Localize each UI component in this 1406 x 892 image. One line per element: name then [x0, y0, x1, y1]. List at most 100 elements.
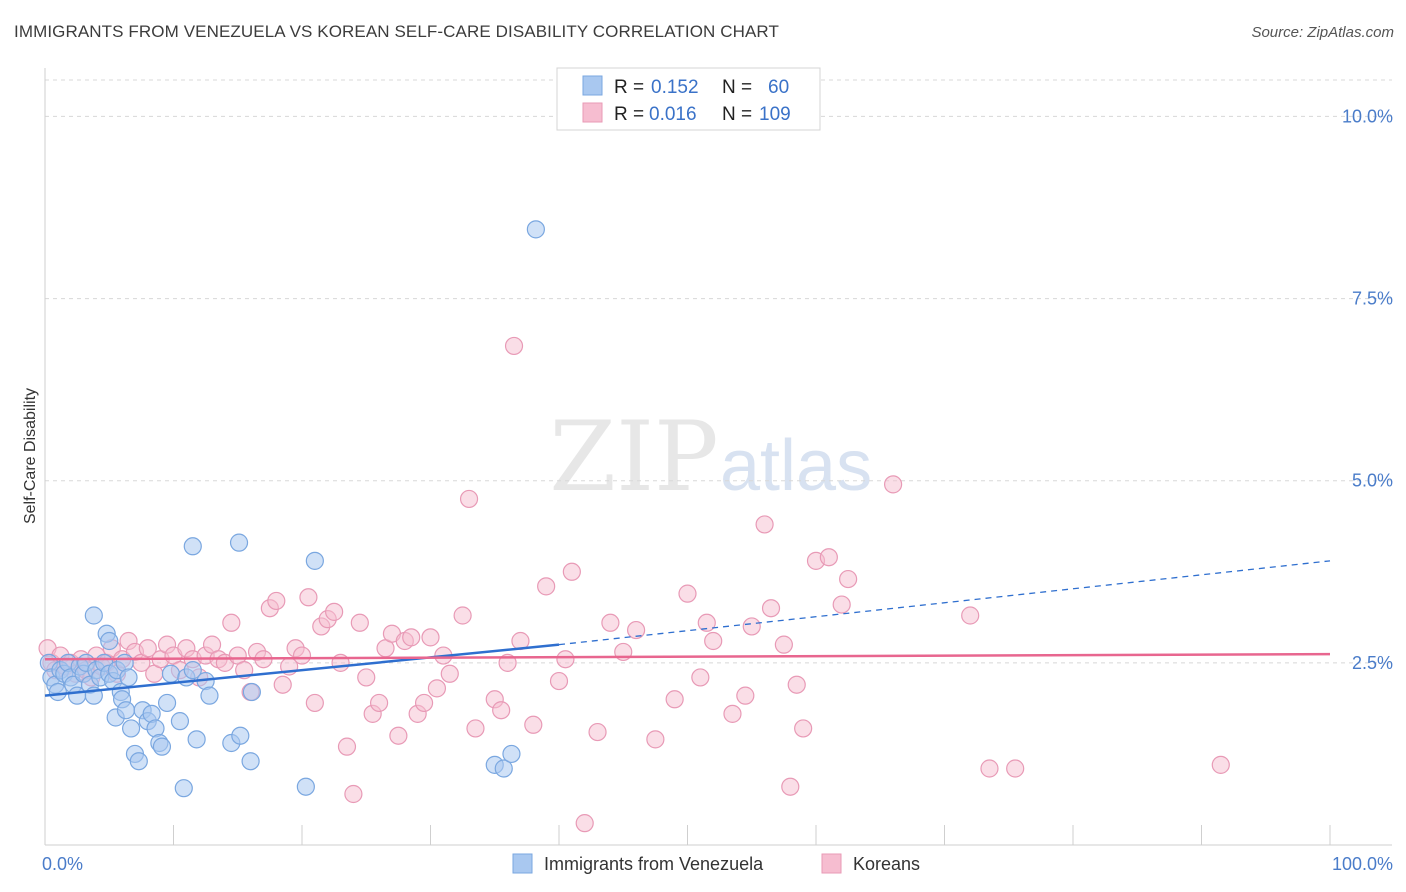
korean-point — [389, 726, 408, 745]
venezuela-point — [121, 719, 141, 738]
korean-point — [414, 693, 434, 713]
venezuela-point — [187, 730, 206, 749]
legend-n-value-1: 60 — [768, 77, 789, 98]
bottom-legend-label-venezuela: Immigrants from Venezuela — [544, 854, 764, 874]
watermark-atlas: atlas — [720, 426, 872, 506]
venezuela-point — [200, 686, 219, 705]
venezuela-point — [231, 726, 250, 745]
korean-point — [794, 719, 813, 738]
x-tick-label-max: 100.0% — [1332, 854, 1393, 874]
bottom-legend: Immigrants from Venezuela Koreans — [512, 853, 920, 874]
korean-point — [755, 515, 774, 534]
korean-point — [819, 548, 838, 567]
korean-point — [961, 606, 980, 625]
korean-point — [691, 668, 710, 687]
korean-point — [427, 679, 447, 698]
y-tick-label: 7.5% — [1352, 289, 1393, 309]
korean-point — [774, 635, 793, 654]
korean-point — [626, 620, 646, 640]
korean-point — [697, 613, 716, 632]
korean-point — [138, 639, 157, 658]
legend-r-label-1: R = — [614, 77, 644, 98]
legend-r-value-1: 0.152 — [651, 77, 699, 98]
korean-point — [678, 584, 697, 603]
korean-point — [370, 693, 389, 713]
y-axis-label: Self-Care Disability — [22, 388, 39, 524]
venezuela-point — [129, 752, 148, 771]
y-tick-label: 2.5% — [1352, 653, 1393, 673]
venezuela-point — [116, 701, 136, 720]
venezuela-point — [183, 537, 202, 556]
venezuela-point — [119, 668, 138, 687]
venezuela-point — [183, 661, 202, 680]
venezuela-point — [305, 551, 324, 570]
korean-point — [357, 668, 376, 687]
korean-point — [305, 693, 324, 713]
korean-point — [883, 475, 903, 494]
korean-point — [646, 730, 665, 749]
venezuela-point — [84, 606, 103, 625]
top-legend: R = 0.152 N = 60 R = 0.016 N = 109 — [556, 67, 821, 131]
watermark-zip: ZIP — [549, 401, 718, 513]
legend-n-label-1: N = — [722, 77, 752, 98]
legend-r-value-2: 0.016 — [649, 104, 697, 125]
korean-point — [453, 606, 472, 625]
korean-point — [832, 595, 851, 614]
korean-point — [562, 562, 581, 581]
venezuela-point — [229, 533, 249, 552]
korean-point — [781, 777, 800, 796]
bottom-legend-label-korean: Koreans — [853, 854, 920, 874]
legend-swatch-venezuela — [582, 75, 603, 96]
korean-point — [704, 631, 723, 651]
source-credit: Source: ZipAtlas.com — [1251, 24, 1394, 41]
korean-point — [723, 704, 742, 723]
korean-point — [575, 814, 594, 833]
korean-trend-line — [44, 652, 1331, 661]
venezuela-point — [170, 712, 190, 731]
venezuela-point — [494, 759, 513, 778]
chart-title: IMMIGRANTS FROM VENEZUELA VS KOREAN SELF… — [14, 22, 779, 41]
bottom-legend-swatch-korean — [821, 853, 842, 874]
legend-n-value-2: 109 — [759, 104, 791, 125]
korean-point — [337, 737, 357, 756]
korean-point — [273, 675, 292, 694]
korean-point — [601, 613, 620, 632]
venezuela-trend-extension — [558, 560, 1331, 646]
korean-point — [787, 675, 806, 694]
korean-point — [537, 577, 556, 596]
korean-point — [466, 719, 485, 738]
korean-point — [549, 671, 569, 691]
korean-point — [588, 722, 607, 742]
korean-point — [980, 759, 999, 778]
korean-point — [736, 686, 755, 705]
legend-swatch-korean — [582, 102, 603, 123]
grid-lines: 2.5% 5.0% 7.5% 10.0% — [45, 79, 1393, 673]
x-tick-label-min: 0.0% — [42, 854, 83, 874]
venezuela-point — [152, 737, 172, 756]
venezuela-point — [174, 779, 193, 798]
venezuela-point — [526, 220, 545, 239]
venezuela-point — [296, 777, 315, 796]
korean-point — [839, 569, 858, 589]
korean-point — [761, 599, 781, 618]
venezuela-points — [39, 220, 545, 798]
trend-lines — [44, 560, 1331, 697]
korean-point — [440, 664, 459, 683]
legend-r-label-2: R = — [614, 104, 644, 125]
venezuela-point — [161, 664, 181, 683]
y-tick-label: 10.0% — [1342, 106, 1393, 126]
venezuela-trend-line — [44, 643, 560, 697]
korean-point — [665, 690, 684, 709]
korean-point — [299, 588, 318, 607]
korean-point — [1006, 759, 1025, 778]
legend-n-label-2: N = — [722, 104, 752, 125]
korean-point — [267, 591, 286, 611]
korean-point — [350, 613, 369, 632]
korean-point — [492, 701, 511, 720]
venezuela-point — [502, 744, 521, 764]
axes: 0.0% 100.0% — [42, 68, 1393, 874]
korean-point — [556, 650, 575, 669]
bottom-legend-swatch-venezuela — [512, 853, 533, 874]
venezuela-point — [242, 682, 261, 702]
korean-point — [524, 715, 543, 734]
